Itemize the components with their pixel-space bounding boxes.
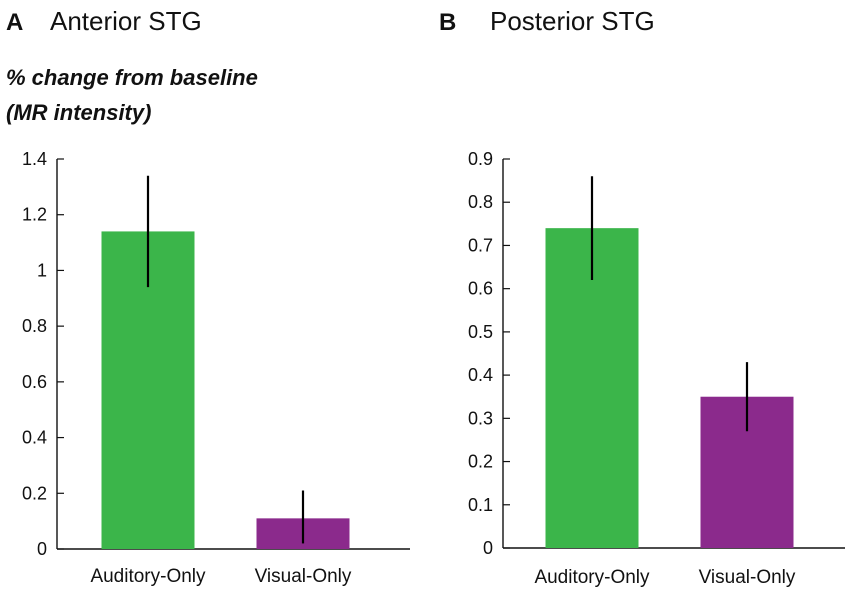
y-tick-label: 0 xyxy=(483,538,493,558)
y-tick-label: 0 xyxy=(37,539,47,559)
y-tick-label: 0.3 xyxy=(468,408,493,428)
y-tick-label: 0.5 xyxy=(468,322,493,342)
y-tick-label: 0.6 xyxy=(468,279,493,299)
y-tick-label: 1 xyxy=(37,260,47,280)
y-axis-label-line-2: (MR intensity) xyxy=(6,100,151,125)
panel-b-title: Posterior STG xyxy=(490,6,655,36)
panel-a-letter: A xyxy=(6,9,23,36)
y-tick-label: 0.6 xyxy=(22,372,47,392)
x-category-label: Visual-Only xyxy=(255,566,352,587)
y-tick-label: 0.9 xyxy=(468,149,493,169)
y-tick-label: 1.4 xyxy=(22,149,47,169)
y-tick-label: 0.8 xyxy=(468,192,493,212)
y-tick-label: 1.2 xyxy=(22,205,47,225)
panel-a-chart: 0 0.2 0.4 0.6 0.8 1 1.2 1.4 Auditory-Only Visual-… xyxy=(22,149,410,587)
x-category-label: Auditory-Only xyxy=(534,567,650,588)
x-category-label: Visual-Only xyxy=(699,567,796,588)
y-axis-label-line-1: % change from baseline xyxy=(6,65,258,90)
y-tick-label: 0.7 xyxy=(468,235,493,255)
x-category-label: Auditory-Only xyxy=(90,566,206,587)
panel-b-chart: 0 0.1 0.2 0.3 0.4 0.5 0.6 0.7 0.8 0.9 Auditory-Onl… xyxy=(468,149,845,588)
y-tick-label: 0.4 xyxy=(468,365,493,385)
panel-b-letter: B xyxy=(439,9,456,36)
panel-a-title: Anterior STG xyxy=(50,6,202,36)
y-tick-label: 0.4 xyxy=(22,428,47,448)
bar-auditory-only xyxy=(545,228,639,548)
y-tick-label: 0.8 xyxy=(22,316,47,336)
y-tick-label: 0.2 xyxy=(468,452,493,472)
y-tick-label: 0.2 xyxy=(22,483,47,503)
y-tick-label: 0.1 xyxy=(468,495,493,515)
